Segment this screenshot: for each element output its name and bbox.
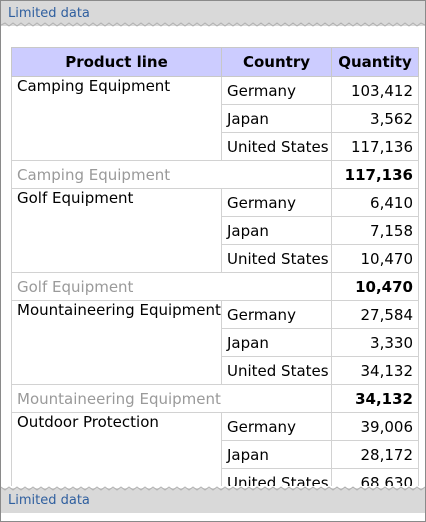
country-cell: Japan bbox=[221, 104, 332, 133]
quantity-cell: 117,136 bbox=[331, 132, 419, 161]
table-row: Mountaineering Equipment Germany 27,584 bbox=[11, 300, 419, 385]
summary-label: Camping Equipment bbox=[11, 160, 332, 189]
quantity-cell: 3,330 bbox=[331, 328, 419, 357]
country-cell: Germany bbox=[221, 300, 332, 329]
product-line-cell: Outdoor Protection bbox=[11, 412, 222, 486]
table-row: Japan 7,158 bbox=[12, 216, 419, 245]
summary-value: 34,132 bbox=[331, 384, 419, 413]
quantity-cell: 10,470 bbox=[331, 244, 419, 273]
report-viewport[interactable]: Product line Country Quantity Camping Eq… bbox=[11, 47, 419, 486]
summary-value: 117,136 bbox=[331, 160, 419, 189]
table-row: Camping Equipment Germany 103,412 bbox=[11, 76, 419, 161]
quantity-cell: 3,562 bbox=[331, 104, 419, 133]
torn-edge-decoration bbox=[1, 486, 425, 491]
header-product-line[interactable]: Product line bbox=[11, 47, 222, 77]
quantity-cell: 68,630 bbox=[331, 468, 419, 486]
country-cell: Germany bbox=[221, 76, 332, 105]
table-row: Golf Equipment Germany 6,410 bbox=[11, 188, 419, 273]
summary-row: Mountaineering Equipment 34,132 bbox=[11, 384, 419, 413]
country-cell: Japan bbox=[221, 328, 332, 357]
quantity-cell: 28,172 bbox=[331, 440, 419, 469]
header-quantity[interactable]: Quantity bbox=[331, 47, 419, 77]
bottom-limited-data-label: Limited data bbox=[8, 493, 90, 508]
country-cell: United States bbox=[221, 132, 332, 161]
table-row: Japan 3,330 bbox=[12, 328, 419, 357]
report-table: Product line Country Quantity Camping Eq… bbox=[11, 47, 419, 486]
torn-edge-decoration bbox=[1, 22, 425, 27]
country-cell: United States bbox=[221, 468, 332, 486]
top-limited-data-band: Limited data bbox=[1, 1, 425, 27]
country-cell: Germany bbox=[221, 412, 332, 441]
summary-row: Golf Equipment 10,470 bbox=[11, 272, 419, 301]
table-row: United States 117,136 bbox=[12, 132, 419, 161]
quantity-cell: 39,006 bbox=[331, 412, 419, 441]
product-line-cell: Golf Equipment bbox=[11, 188, 222, 273]
country-cell: United States bbox=[221, 244, 332, 273]
country-cell: Germany bbox=[221, 188, 332, 217]
country-cell: Japan bbox=[221, 440, 332, 469]
table-row: Japan 28,172 bbox=[12, 440, 419, 469]
header-row: Product line Country Quantity bbox=[11, 47, 419, 77]
summary-value: 10,470 bbox=[331, 272, 419, 301]
table-row: United States 34,132 bbox=[12, 356, 419, 385]
country-cell: United States bbox=[221, 356, 332, 385]
quantity-cell: 6,410 bbox=[331, 188, 419, 217]
table-row: Japan 3,562 bbox=[12, 104, 419, 133]
product-line-cell: Camping Equipment bbox=[11, 76, 222, 161]
quantity-cell: 103,412 bbox=[331, 76, 419, 105]
top-limited-data-label: Limited data bbox=[8, 6, 90, 21]
quantity-cell: 7,158 bbox=[331, 216, 419, 245]
table-row: United States 10,470 bbox=[12, 244, 419, 273]
product-line-cell: Mountaineering Equipment bbox=[11, 300, 222, 385]
quantity-cell: 34,132 bbox=[331, 356, 419, 385]
bottom-limited-data-band: Limited data bbox=[1, 486, 425, 513]
summary-label: Golf Equipment bbox=[11, 272, 332, 301]
quantity-cell: 27,584 bbox=[331, 300, 419, 329]
table-row: United States 68,630 bbox=[12, 468, 419, 486]
summary-label: Mountaineering Equipment bbox=[11, 384, 332, 413]
summary-row: Camping Equipment 117,136 bbox=[11, 160, 419, 189]
table-row: Outdoor Protection Germany 39,006 bbox=[11, 412, 419, 486]
header-country[interactable]: Country bbox=[221, 47, 332, 77]
country-cell: Japan bbox=[221, 216, 332, 245]
